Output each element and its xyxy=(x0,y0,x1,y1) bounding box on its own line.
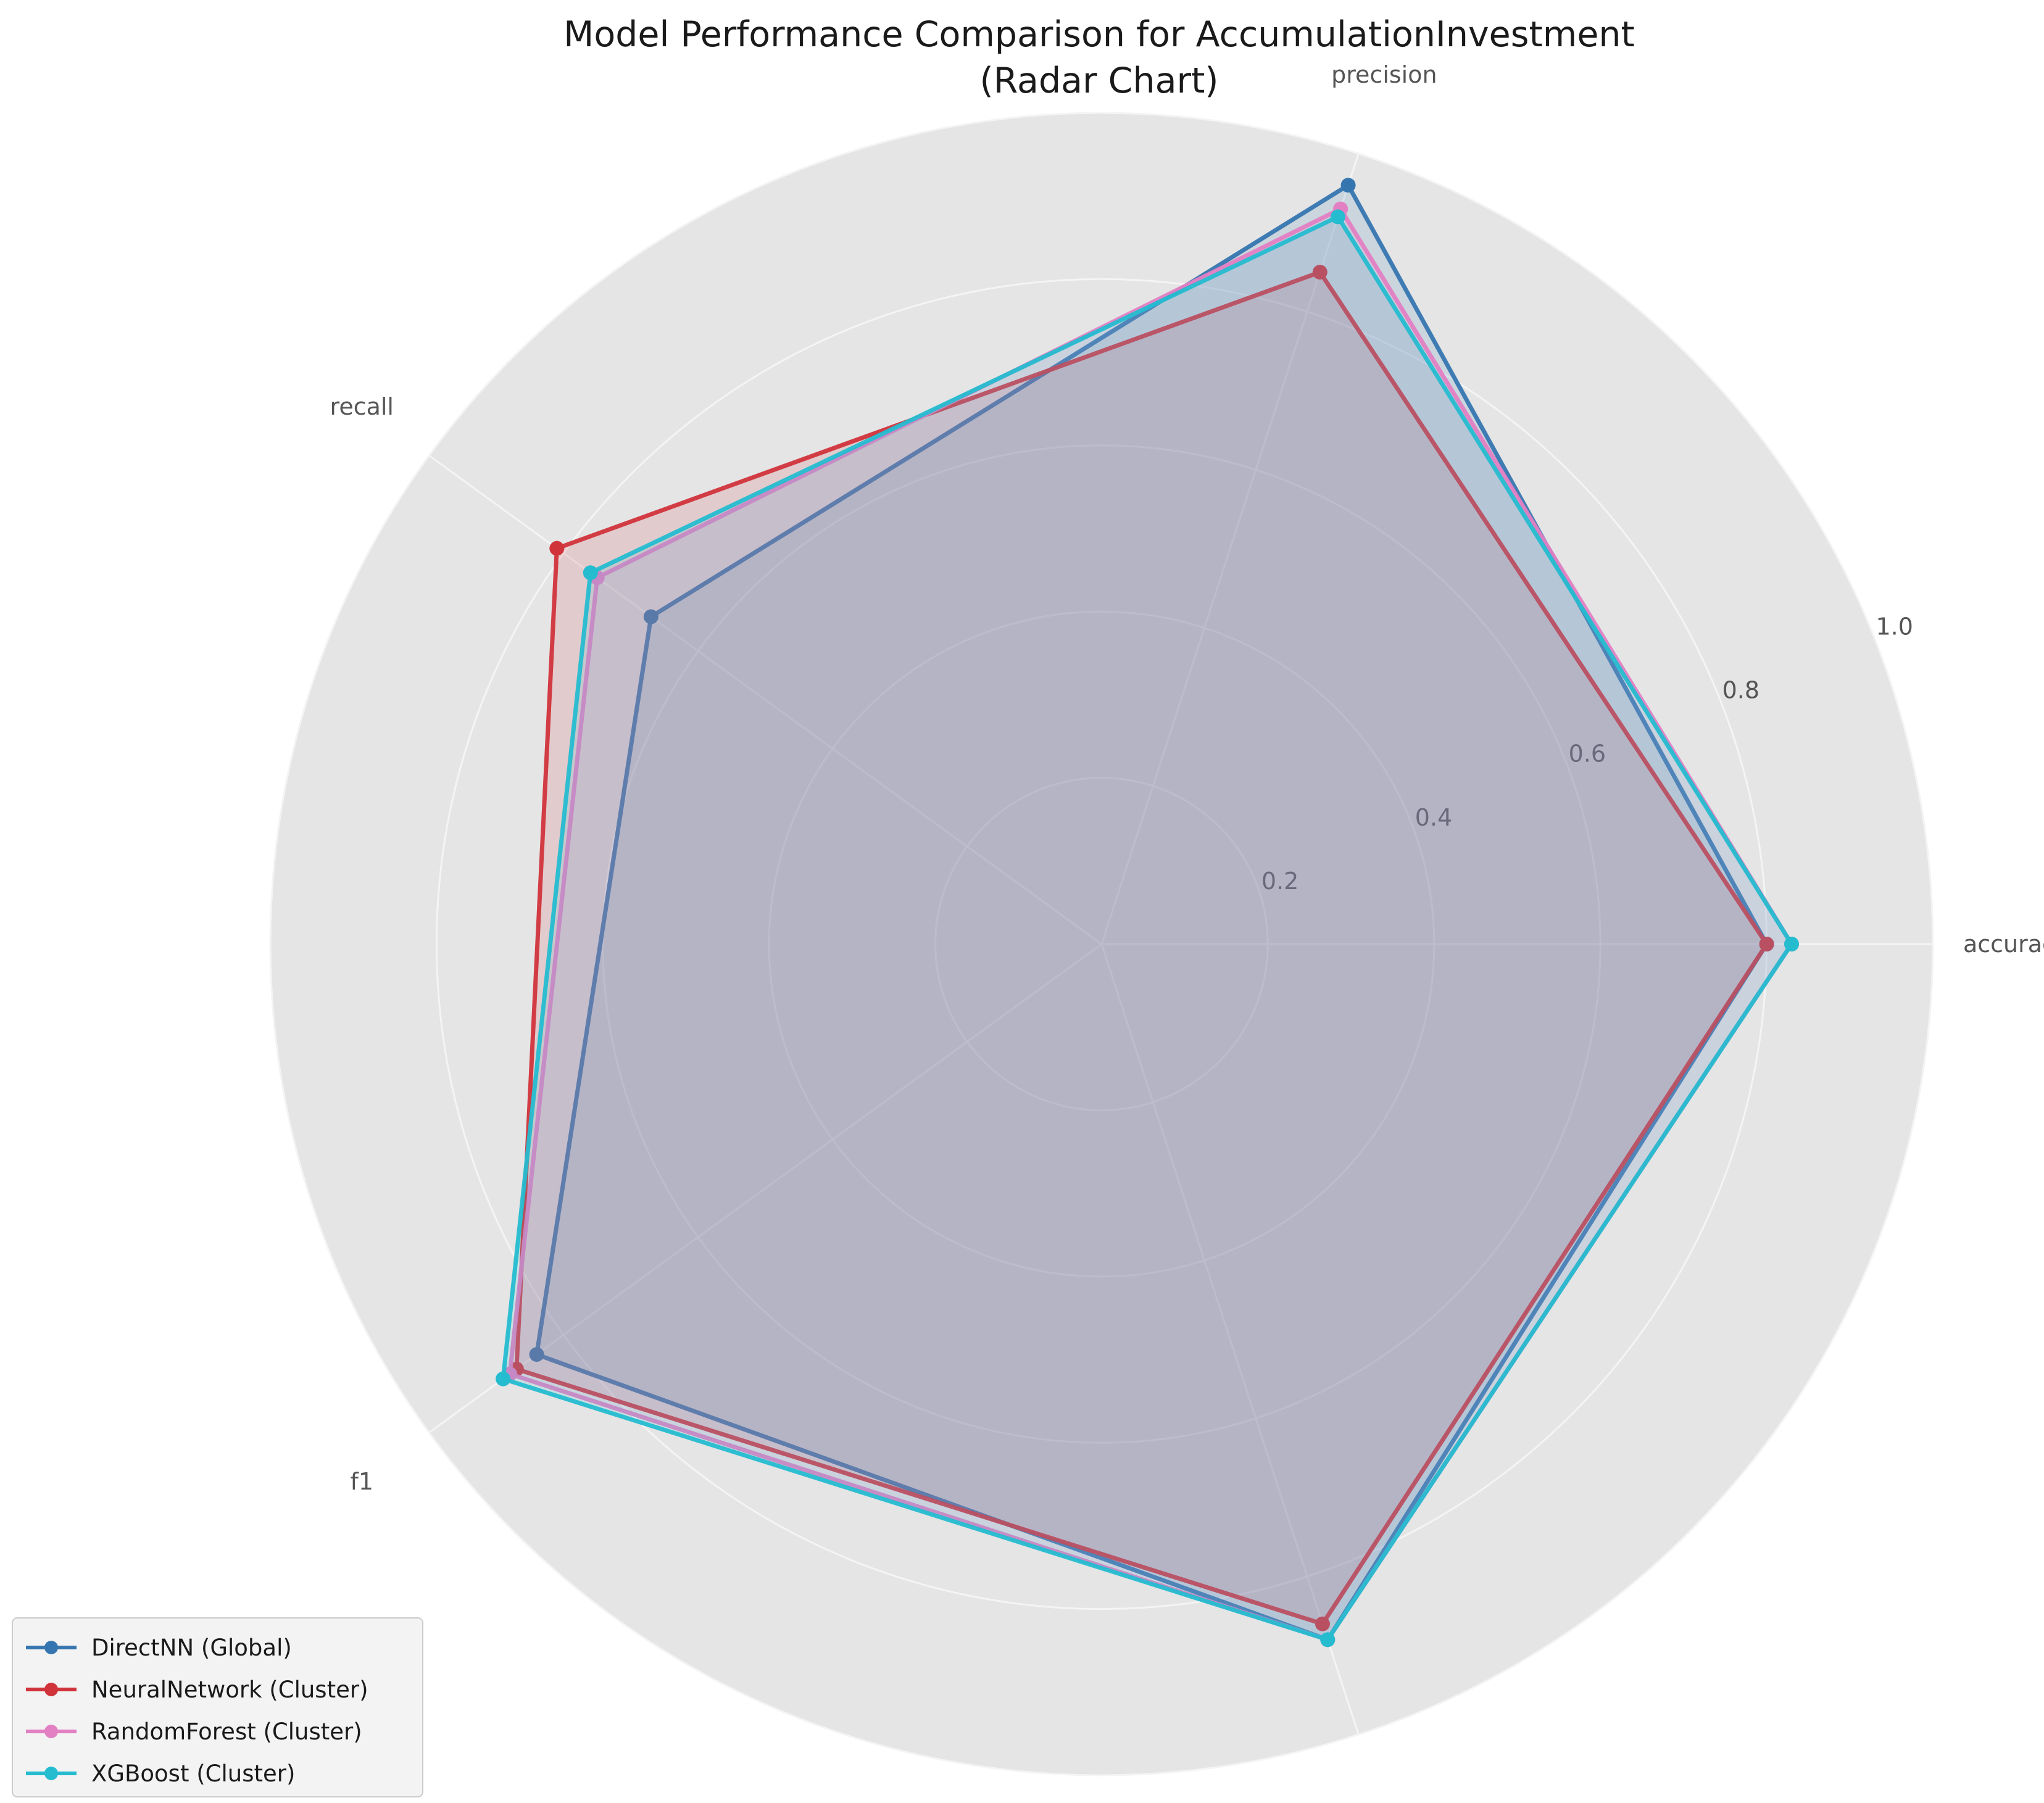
axis-label-recall: recall xyxy=(330,393,394,420)
data-point-0-recall xyxy=(643,609,658,624)
spoke-auc xyxy=(1100,943,1360,1735)
axis-label-auc: auc xyxy=(1363,1800,1405,1803)
data-point-3-accuracy xyxy=(1784,937,1800,951)
spoke-recall xyxy=(428,455,1102,945)
legend-label-0: DirectNN (Global) xyxy=(91,1635,292,1661)
spoke-precision xyxy=(1100,153,1360,945)
data-point-0-precision xyxy=(1340,178,1356,193)
legend-marker-3 xyxy=(44,1767,58,1780)
radial-tick-label: 1.0 xyxy=(1876,613,1913,640)
series-fill-0 xyxy=(536,185,1767,1640)
data-point-3-precision xyxy=(1330,209,1345,225)
radial-tick-label: 0.8 xyxy=(1722,677,1759,704)
legend-marker-1 xyxy=(44,1683,58,1696)
series-line-1 xyxy=(514,269,1769,1627)
data-point-3-auc xyxy=(1320,1632,1336,1648)
radial-tick-label: 0.4 xyxy=(1415,804,1452,831)
legend-label-1: NeuralNetwork (Cluster) xyxy=(91,1677,368,1703)
chart-title-line-2: (Radar Chart) xyxy=(979,60,1218,101)
legend-marker-0 xyxy=(44,1641,58,1654)
series-line-0 xyxy=(534,182,1769,1643)
data-point-1-auc xyxy=(1315,1616,1330,1631)
axis-label-f1: f1 xyxy=(350,1468,373,1495)
series-fill-1 xyxy=(516,272,1767,1624)
data-point-1-recall xyxy=(549,541,565,556)
axis-label-accuracy: accuracy xyxy=(1963,931,2044,958)
data-point-1-accuracy xyxy=(1759,937,1774,951)
data-point-3-recall xyxy=(583,565,598,581)
data-point-3-f1 xyxy=(496,1371,511,1386)
axis-label-precision: precision xyxy=(1331,61,1437,88)
legend-label-2: RandomForest (Cluster) xyxy=(91,1718,362,1745)
chart-title-line-1: Model Performance Comparison for Accumul… xyxy=(563,14,1635,55)
data-point-0-f1 xyxy=(529,1347,544,1362)
series-line-3 xyxy=(501,213,1795,1643)
radial-tick-label: 0.2 xyxy=(1261,868,1298,895)
data-point-1-precision xyxy=(1312,265,1327,280)
series-fill-2 xyxy=(510,209,1792,1640)
legend-marker-2 xyxy=(44,1725,58,1738)
radial-tick-label: 0.6 xyxy=(1569,740,1606,768)
legend-label-3: XGBoost (Cluster) xyxy=(91,1760,295,1787)
legend-box xyxy=(12,1617,423,1797)
series-fill-3 xyxy=(503,217,1792,1640)
